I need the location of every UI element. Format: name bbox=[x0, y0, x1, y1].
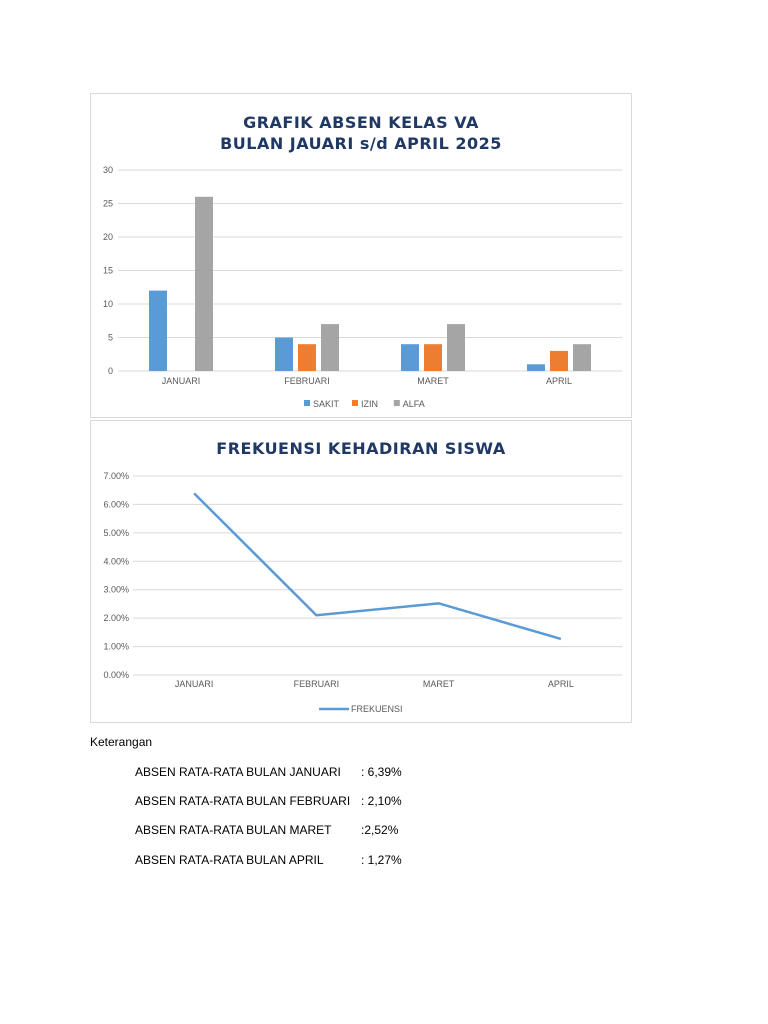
x-tick-label: MARET bbox=[417, 376, 449, 386]
bar-sakit-maret bbox=[401, 344, 419, 371]
legend-label: IZIN bbox=[361, 399, 378, 409]
bar-sakit-januari bbox=[149, 290, 167, 371]
notes-heading: Keterangan bbox=[90, 735, 153, 749]
bar-alfa-februari bbox=[321, 324, 339, 371]
legend-swatch-sakit bbox=[304, 400, 310, 406]
y-tick-label: 3.00% bbox=[103, 585, 129, 595]
y-tick-label: 5.00% bbox=[103, 528, 129, 538]
bar-chart-plot: 0 5 10 15 20 25 30 JANUARI FEBRUARI MARET APRIL SAK… bbox=[103, 165, 622, 409]
line-chart-title: FREKUENSI KEHADIRAN SISWA bbox=[91, 438, 631, 459]
note-label: ABSEN RATA-RATA BULAN FEBRUARI bbox=[135, 794, 351, 808]
absence-bar-chart: GRAFIK ABSEN KELAS VA BULAN JAUARI s/d A… bbox=[90, 93, 632, 418]
y-tick-label: 10 bbox=[103, 299, 113, 309]
y-tick-label: 6.00% bbox=[103, 499, 129, 509]
series-line-frekuensi bbox=[193, 492, 562, 641]
legend-label: ALFA bbox=[403, 399, 425, 409]
bar-alfa-maret bbox=[447, 324, 465, 371]
x-tick-label: MARET bbox=[423, 679, 455, 689]
y-tick-label: 20 bbox=[103, 232, 113, 242]
bar-sakit-februari bbox=[275, 337, 293, 371]
bar-izin-februari bbox=[298, 344, 316, 371]
note-value: : 6,39% bbox=[361, 765, 402, 779]
x-tick-label: FEBRUARI bbox=[294, 679, 340, 689]
bar-chart-title: GRAFIK ABSEN KELAS VA BULAN JAUARI s/d A… bbox=[91, 112, 631, 154]
note-value: :2,52% bbox=[361, 823, 399, 837]
bar-alfa-april bbox=[573, 344, 591, 371]
legend-label: FREKUENSI bbox=[351, 704, 403, 714]
x-tick-label: FEBRUARI bbox=[284, 376, 330, 386]
y-tick-label: 7.00% bbox=[103, 471, 129, 481]
x-tick-label: APRIL bbox=[548, 679, 574, 689]
legend-swatch-izin bbox=[352, 400, 358, 406]
y-tick-label: 25 bbox=[103, 199, 113, 209]
line-chart-title-line-1: FREKUENSI KEHADIRAN SISWA bbox=[216, 439, 506, 458]
y-tick-label: 1.00% bbox=[103, 642, 129, 652]
legend-swatch-alfa bbox=[393, 400, 400, 406]
y-tick-label: 0.00% bbox=[103, 670, 129, 680]
note-value: : 1,27% bbox=[361, 853, 402, 867]
bar-sakit-april bbox=[527, 364, 545, 371]
bar-chart-title-line-2: BULAN JAUARI s/d APRIL 2025 bbox=[220, 134, 502, 153]
x-tick-label: JANUARI bbox=[175, 679, 214, 689]
line-chart-plot: 0.00% 1.00% 2.00% 3.00% 4.00% 5.00% 6.00% 7.00%… bbox=[103, 471, 622, 714]
y-tick-label: 2.00% bbox=[103, 613, 129, 623]
y-tick-label: 30 bbox=[103, 165, 113, 175]
note-label: ABSEN RATA-RATA BULAN JANUARI bbox=[135, 765, 341, 779]
note-value: : 2,10% bbox=[361, 794, 402, 808]
attendance-line-chart: FREKUENSI KEHADIRAN SISWA 0.00% 1.00% 2.00… bbox=[90, 420, 632, 723]
bar-alfa-januari bbox=[195, 196, 213, 371]
y-tick-label: 4.00% bbox=[103, 556, 129, 566]
bar-chart-title-line-1: GRAFIK ABSEN KELAS VA bbox=[243, 113, 479, 132]
x-tick-label: JANUARI bbox=[162, 376, 201, 386]
bar-izin-april bbox=[550, 350, 568, 371]
y-tick-label: 0 bbox=[108, 366, 113, 376]
y-tick-label: 5 bbox=[108, 333, 113, 343]
x-tick-label: APRIL bbox=[546, 376, 572, 386]
bar-izin-maret bbox=[424, 344, 442, 371]
note-label: ABSEN RATA-RATA BULAN MARET bbox=[135, 823, 332, 837]
note-label: ABSEN RATA-RATA BULAN APRIL bbox=[135, 853, 324, 867]
legend-label: SAKIT bbox=[313, 399, 340, 409]
y-tick-label: 15 bbox=[103, 266, 113, 276]
